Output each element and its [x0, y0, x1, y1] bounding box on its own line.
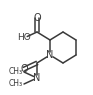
Text: O: O	[33, 13, 41, 23]
Text: CH₃: CH₃	[9, 80, 23, 89]
Text: O: O	[20, 64, 28, 74]
Text: N: N	[46, 50, 54, 60]
Text: HO: HO	[17, 34, 31, 42]
Text: N: N	[33, 73, 41, 83]
Text: CH₃: CH₃	[9, 68, 23, 76]
